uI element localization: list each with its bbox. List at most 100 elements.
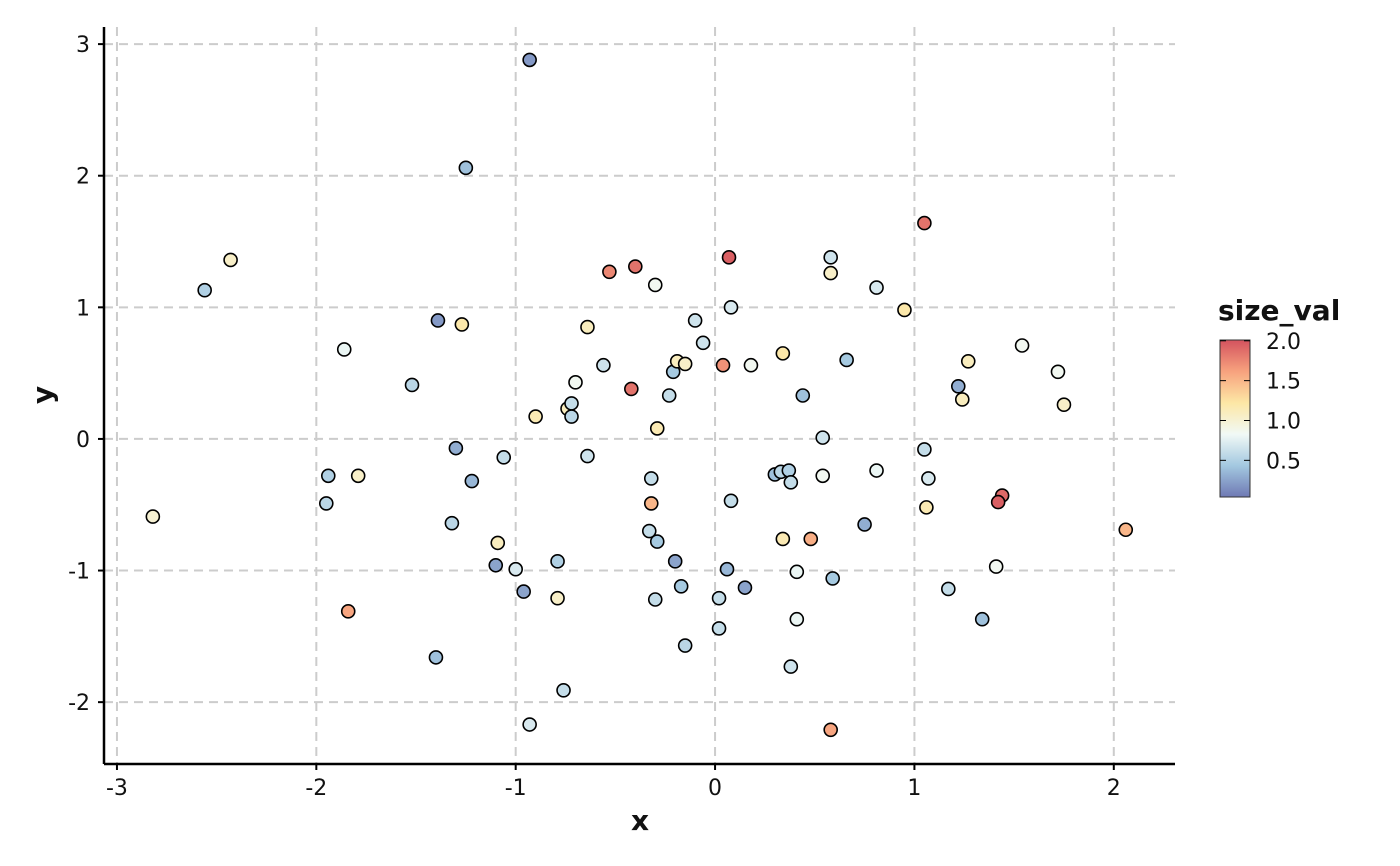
point xyxy=(775,531,791,547)
point xyxy=(661,388,677,403)
point xyxy=(580,448,595,464)
point xyxy=(490,535,506,551)
point xyxy=(917,215,932,231)
point xyxy=(695,335,711,351)
point xyxy=(954,392,970,407)
point xyxy=(628,259,643,274)
point xyxy=(556,682,571,698)
grid xyxy=(104,27,1175,764)
colorbar-tick-label: 2.0 xyxy=(1266,330,1301,355)
point xyxy=(677,356,693,372)
point xyxy=(1014,338,1030,353)
y-tick-label: 3 xyxy=(76,33,90,58)
point xyxy=(643,471,659,486)
point xyxy=(974,611,990,627)
point xyxy=(781,463,797,478)
point xyxy=(941,581,956,597)
point xyxy=(508,561,523,577)
point xyxy=(643,496,659,511)
point xyxy=(649,421,665,436)
point xyxy=(673,579,689,594)
point xyxy=(336,342,352,357)
point xyxy=(815,468,831,484)
colorbar-tick-label: 1.5 xyxy=(1266,370,1301,395)
point xyxy=(458,160,474,176)
point xyxy=(960,353,976,369)
point xyxy=(647,277,663,293)
x-tick-label: 1 xyxy=(907,776,921,801)
point xyxy=(145,509,161,524)
point xyxy=(723,493,739,509)
point xyxy=(783,659,799,674)
point xyxy=(430,313,446,328)
point xyxy=(823,250,838,265)
point xyxy=(990,494,1006,510)
point xyxy=(568,375,583,390)
point xyxy=(516,584,531,599)
point xyxy=(857,517,872,532)
point xyxy=(320,468,336,484)
point xyxy=(789,564,805,580)
x-axis-title: x xyxy=(631,804,649,837)
x-tick-label: -3 xyxy=(106,776,128,801)
point xyxy=(1118,522,1134,538)
point xyxy=(564,409,579,424)
point xyxy=(528,409,543,424)
point xyxy=(917,442,932,457)
x-tick-label: 2 xyxy=(1107,776,1121,801)
colorbar xyxy=(1219,339,1251,498)
point xyxy=(677,638,693,653)
point xyxy=(496,450,512,465)
point xyxy=(596,357,611,373)
point xyxy=(897,302,912,318)
point xyxy=(687,313,703,328)
point xyxy=(350,468,366,484)
point xyxy=(723,300,739,315)
colorbar-tick-label: 0.5 xyxy=(1266,449,1301,474)
point xyxy=(522,717,537,732)
point xyxy=(454,317,470,332)
y-tick-label: 1 xyxy=(76,296,90,321)
point xyxy=(667,554,683,569)
point xyxy=(803,531,819,547)
y-tick-label: 2 xyxy=(76,165,90,190)
point xyxy=(647,592,663,607)
point xyxy=(815,430,831,445)
point xyxy=(711,590,727,606)
point xyxy=(223,252,238,268)
y-tick-label: -2 xyxy=(68,691,90,716)
point xyxy=(550,590,565,606)
point xyxy=(649,534,665,549)
x-tick-label: -1 xyxy=(505,776,527,801)
point xyxy=(1056,397,1072,413)
legend-title: size_val xyxy=(1218,294,1340,327)
point xyxy=(602,264,617,280)
point xyxy=(743,357,759,373)
point xyxy=(318,496,334,511)
point xyxy=(950,378,966,394)
point xyxy=(795,388,811,403)
point xyxy=(428,650,444,665)
x-tick-label: -2 xyxy=(305,776,327,801)
point xyxy=(550,554,565,569)
point xyxy=(783,475,799,490)
point xyxy=(444,515,460,531)
point xyxy=(488,557,504,573)
point xyxy=(869,463,884,478)
point xyxy=(869,280,884,295)
points xyxy=(145,52,1134,738)
point xyxy=(921,471,936,486)
point xyxy=(715,357,731,373)
point xyxy=(825,571,840,586)
point xyxy=(775,346,791,361)
point xyxy=(624,381,639,397)
point xyxy=(522,52,537,68)
point xyxy=(464,473,480,489)
point xyxy=(719,561,735,577)
point xyxy=(564,396,579,411)
point xyxy=(340,604,356,619)
point xyxy=(839,352,854,368)
point xyxy=(641,523,657,539)
point xyxy=(711,621,727,636)
